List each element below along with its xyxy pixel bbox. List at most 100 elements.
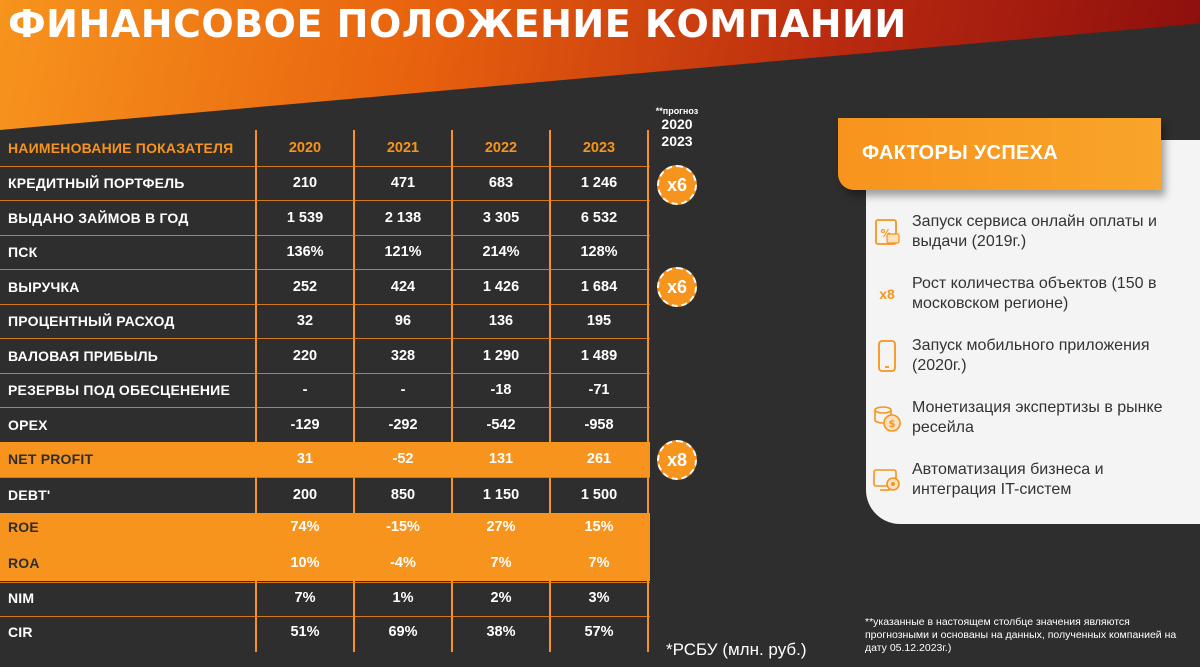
row-label: NET PROFIT (8, 451, 94, 468)
row-value: - (302, 382, 308, 399)
online-payment-icon: % (872, 214, 902, 250)
table-row: РЕЗЕРВЫ ПОД ОБЕСЦЕНЕНИЕ - - -18 -71 (0, 373, 650, 408)
row-value: 128% (580, 244, 618, 261)
row-value: 32 (296, 313, 314, 330)
row-value: -71 (588, 382, 610, 399)
row-value: -129 (290, 416, 320, 433)
column-divider (549, 130, 551, 652)
table-row: КРЕДИТНЫЙ ПОРТФЕЛЬ 210 471 683 1 246 (0, 166, 650, 201)
row-label: ВЫРУЧКА (8, 278, 80, 295)
automation-gear-icon (872, 462, 902, 498)
row-value: 195 (586, 313, 612, 330)
row-divider (0, 166, 650, 167)
table-row: CIR 51% 69% 38% 57% (0, 615, 650, 650)
row-divider (0, 477, 650, 478)
row-divider (0, 582, 650, 583)
row-value: 1 489 (580, 347, 618, 364)
table-row: ПРОЦЕНТНЫЙ РАСХОД 32 96 136 195 (0, 304, 650, 339)
row-label: ВЫДАНО ЗАЙМОВ В ГОД (8, 209, 189, 226)
table-row: DEBT' 200 850 1 150 1 500 (0, 477, 650, 513)
row-divider (0, 269, 650, 270)
row-value: -958 (584, 416, 614, 433)
row-label: DEBT' (8, 486, 51, 503)
success-factor: x8 Рост количества объектов (150 в моско… (872, 274, 1192, 314)
column-divider (255, 130, 257, 652)
header-year: 2022 (484, 140, 518, 156)
header-year: 2021 (386, 140, 420, 156)
column-divider (451, 130, 453, 652)
row-value: 471 (390, 175, 416, 192)
row-value: 1 246 (580, 175, 618, 192)
row-value: 7% (490, 554, 512, 571)
row-value: 2% (490, 589, 512, 606)
row-divider (0, 200, 650, 201)
row-value: 3% (588, 589, 610, 606)
row-value: 210 (292, 175, 318, 192)
mobile-phone-icon (872, 338, 902, 374)
row-value: 3 305 (482, 209, 520, 226)
row-value: 1 426 (482, 278, 520, 295)
header-indicator-name: НАИМЕНОВАНИЕ ПОКАЗАТЕЛЯ (8, 140, 234, 156)
row-value: 1% (392, 589, 414, 606)
row-value: 2 138 (384, 209, 422, 226)
row-value: 252 (292, 278, 318, 295)
row-label: OPEX (8, 416, 48, 433)
row-value: 96 (394, 313, 412, 330)
x8-icon: x8 (879, 286, 895, 302)
row-divider (0, 338, 650, 339)
table-row: ВЫДАНО ЗАЙМОВ В ГОД 1 539 2 138 3 305 6 … (0, 201, 650, 236)
coins-icon: $ (872, 400, 902, 436)
multiplier-badge: x8 (657, 440, 697, 480)
factor-text: Автоматизация бизнеса и интеграция IT-си… (912, 461, 1104, 498)
row-value: -4% (390, 554, 416, 571)
forecast-label: **прогноз 2020 2023 (648, 106, 706, 150)
row-value: 69% (388, 624, 418, 641)
svg-text:$: $ (889, 419, 896, 430)
column-divider (353, 130, 355, 652)
row-value: 7% (588, 554, 610, 571)
row-value: 7% (294, 589, 316, 606)
row-value: 57% (584, 624, 614, 641)
row-value: 683 (488, 175, 514, 192)
success-factor: Автоматизация бизнеса и интеграция IT-си… (872, 460, 1192, 500)
row-value: 136 (488, 313, 514, 330)
table-row: ВЫРУЧКА 252 424 1 426 1 684 (0, 270, 650, 305)
table-row: NIM 7% 1% 2% 3% (0, 581, 650, 616)
success-factors-title: ФАКТОРЫ УСПЕХА (862, 142, 1059, 164)
row-value: -292 (388, 416, 418, 433)
table-row-highlighted: NET PROFIT 31 -52 131 261 (0, 442, 650, 477)
success-factors-panel (866, 140, 1200, 524)
row-label: ПРОЦЕНТНЫЙ РАСХОД (8, 313, 175, 330)
row-value: 200 (292, 486, 318, 503)
row-value: 27% (486, 518, 516, 535)
row-value: 214% (482, 244, 520, 261)
table-row-highlighted: ROE 74% -15% 27% 15% (0, 512, 650, 545)
row-value: 328 (390, 347, 416, 364)
row-value: 6 532 (580, 209, 618, 226)
row-label: ВАЛОВАЯ ПРИБЫЛЬ (8, 347, 158, 364)
forecast-footnote: **указанные в настоящем столбце значения… (865, 616, 1177, 654)
table-row: ПСК 136% 121% 214% 128% (0, 235, 650, 270)
row-label: РЕЗЕРВЫ ПОД ОБЕСЦЕНЕНИЕ (8, 382, 230, 399)
row-value: 850 (390, 486, 416, 503)
column-divider (647, 130, 649, 652)
row-label: КРЕДИТНЫЙ ПОРТФЕЛЬ (8, 175, 185, 192)
row-label: ROE (8, 518, 39, 535)
factor-text: Монетизация экспертизы в рынке ресейла (912, 399, 1163, 436)
row-value: - (400, 382, 406, 399)
forecast-year-end: 2023 (661, 133, 693, 149)
row-value: 1 150 (482, 486, 520, 503)
row-divider (0, 407, 650, 408)
row-value: 261 (586, 451, 612, 468)
header-year: 2023 (582, 140, 616, 156)
unit-footnote: *РСБУ (млн. руб.) (666, 640, 807, 659)
row-value: 121% (384, 244, 422, 261)
success-factor: % Запуск сервиса онлайн оплаты и выдачи … (872, 212, 1192, 252)
svg-text:%: % (880, 227, 891, 240)
row-value: 424 (390, 278, 416, 295)
factor-text: Запуск мобильного приложения (2020г.) (912, 337, 1150, 374)
factor-text: Рост количества объектов (150 в московск… (912, 275, 1157, 312)
row-value: 15% (584, 518, 614, 535)
row-value: -542 (486, 416, 516, 433)
row-divider (0, 373, 650, 374)
